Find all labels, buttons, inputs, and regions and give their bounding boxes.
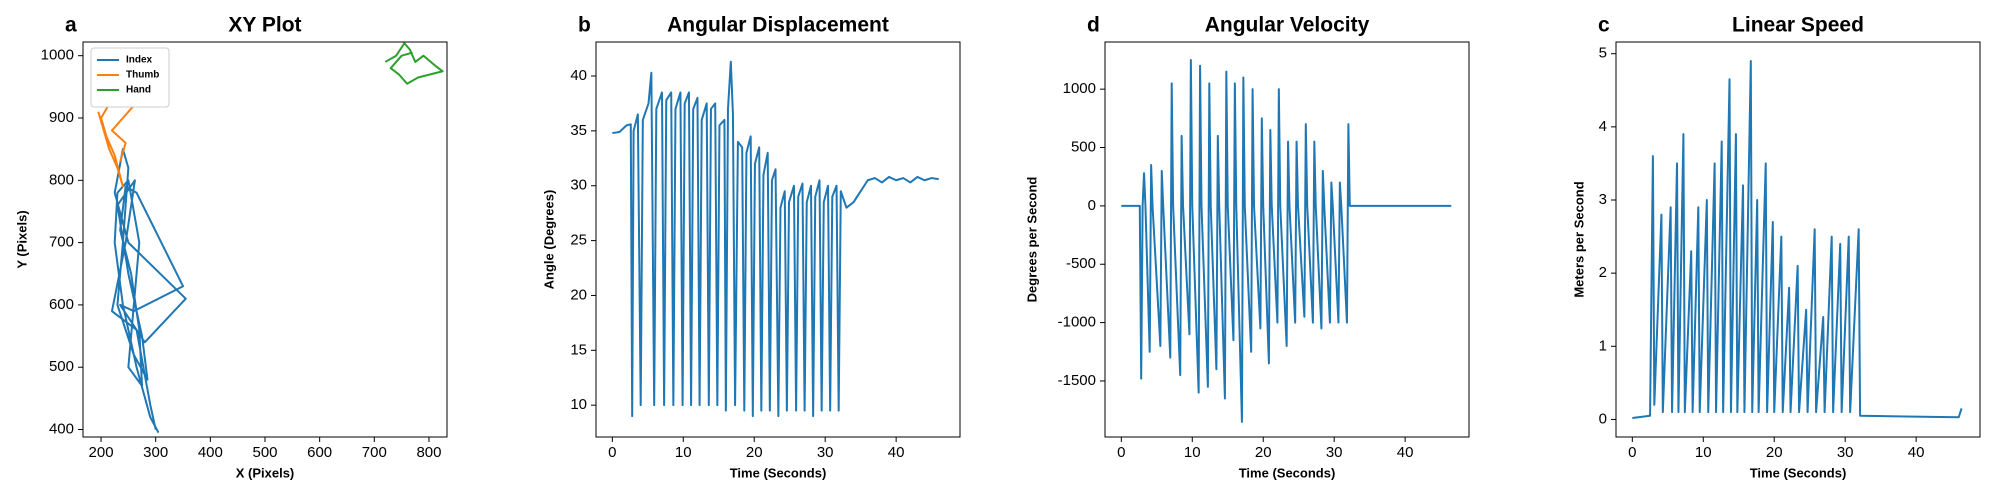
y-tick-label: 700 — [49, 234, 74, 251]
chart-title: Angular Displacement — [667, 14, 889, 37]
y-tick-label: 25 — [570, 232, 587, 249]
y-tick-label: -500 — [1066, 255, 1096, 272]
panel-label: d — [1087, 14, 1100, 37]
x-tick-label: 300 — [143, 444, 168, 461]
chart-title: Linear Speed — [1732, 14, 1864, 37]
x-tick-label: 500 — [252, 444, 277, 461]
x-tick-label: 30 — [817, 444, 834, 461]
axes-frame — [1104, 41, 1470, 438]
x-tick-label: 40 — [888, 444, 905, 461]
data-line — [1121, 58, 1452, 423]
y-tick-label: 5 — [1599, 45, 1607, 62]
x-axis-label: X (Pixels) — [236, 465, 295, 480]
legend-label: Index — [126, 55, 153, 66]
y-tick-label: 1 — [1599, 337, 1607, 354]
x-tick-label: 800 — [416, 444, 441, 461]
y-tick-label: 30 — [570, 177, 587, 194]
y-tick-label: 40 — [570, 67, 587, 84]
y-axis-label: Y (Pixels) — [14, 210, 29, 268]
x-tick-label: 10 — [1184, 444, 1201, 461]
axes-frame — [82, 41, 448, 438]
legend-label: Thumb — [126, 70, 159, 81]
y-tick-label: 1000 — [41, 47, 74, 64]
data-line — [110, 148, 187, 434]
y-tick-label: 1000 — [1063, 80, 1096, 97]
y-tick-label: 2 — [1599, 264, 1607, 281]
y-tick-label: 600 — [49, 296, 74, 313]
legend-box — [90, 47, 170, 108]
y-tick-label: 3 — [1599, 191, 1607, 208]
x-tick-label: 10 — [675, 444, 692, 461]
axes-frame — [595, 41, 961, 438]
chart-title: Angular Velocity — [1205, 14, 1370, 37]
axes-frame — [1615, 41, 1981, 438]
x-tick-label: 0 — [1628, 444, 1636, 461]
y-axis-label: Degrees per Second — [1024, 177, 1039, 303]
y-axis-label: Angle (Degrees) — [541, 190, 556, 290]
panel-label: c — [1598, 14, 1610, 37]
chart-title: XY Plot — [228, 14, 301, 37]
y-axis-label: Meters per Second — [1571, 181, 1586, 297]
x-tick-label: 400 — [198, 444, 223, 461]
x-tick-label: 700 — [362, 444, 387, 461]
panel-label: a — [65, 14, 77, 37]
x-tick-label: 40 — [1908, 444, 1925, 461]
x-tick-label: 600 — [307, 444, 332, 461]
data-line — [612, 60, 939, 418]
y-tick-label: -1000 — [1058, 314, 1096, 331]
y-tick-label: 10 — [570, 396, 587, 413]
x-axis-label: Time (Seconds) — [730, 465, 827, 480]
data-line — [97, 92, 141, 188]
x-axis-label: Time (Seconds) — [1239, 465, 1336, 480]
y-tick-label: 400 — [49, 420, 74, 437]
y-tick-label: 0 — [1599, 410, 1607, 427]
data-line — [384, 42, 444, 85]
x-tick-label: 0 — [608, 444, 616, 461]
x-tick-label: 30 — [1837, 444, 1854, 461]
x-tick-label: 20 — [746, 444, 763, 461]
legend-label: Hand — [126, 85, 151, 96]
y-tick-label: 20 — [570, 286, 587, 303]
y-tick-label: 0 — [1088, 197, 1096, 214]
x-axis-label: Time (Seconds) — [1750, 465, 1847, 480]
x-tick-label: 0 — [1117, 444, 1125, 461]
x-tick-label: 200 — [89, 444, 114, 461]
y-tick-label: 500 — [1071, 138, 1096, 155]
y-tick-label: 4 — [1599, 118, 1607, 135]
y-tick-label: 800 — [49, 171, 74, 188]
data-line — [1632, 60, 1963, 419]
x-tick-label: 30 — [1326, 444, 1343, 461]
x-tick-label: 40 — [1397, 444, 1414, 461]
x-tick-label: 20 — [1255, 444, 1272, 461]
x-tick-label: 10 — [1695, 444, 1712, 461]
y-tick-label: 500 — [49, 358, 74, 375]
panel-label: b — [578, 14, 591, 37]
y-tick-label: 35 — [570, 122, 587, 139]
y-tick-label: 900 — [49, 109, 74, 126]
y-tick-label: -1500 — [1058, 372, 1096, 389]
x-tick-label: 20 — [1766, 444, 1783, 461]
y-tick-label: 15 — [570, 341, 587, 358]
